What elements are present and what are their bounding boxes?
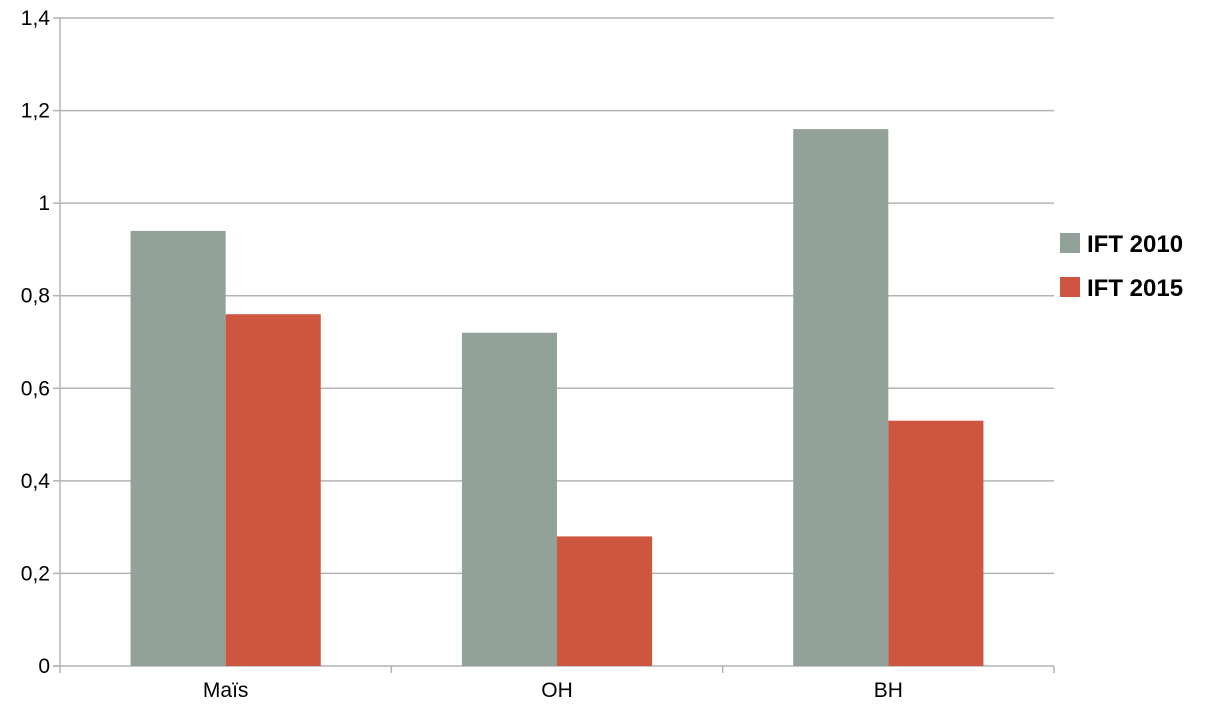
y-tick-label: 0,2 bbox=[21, 562, 50, 585]
bar-ift-2010-2 bbox=[793, 129, 889, 667]
x-axis-tick-labels: Maïs OH BH bbox=[203, 679, 903, 702]
y-tick-label: 0,6 bbox=[21, 377, 50, 400]
x-tick-label: BH bbox=[874, 679, 903, 702]
bar-ift-2010-1 bbox=[461, 332, 557, 666]
x-tick-label: Maïs bbox=[203, 679, 249, 702]
y-tick-label: 1,2 bbox=[21, 100, 50, 123]
bar-ift-2010-0 bbox=[130, 230, 226, 666]
y-tick-label: 1,4 bbox=[21, 7, 51, 30]
legend: IFT 2010 IFT 2015 bbox=[1060, 231, 1183, 302]
legend-swatch bbox=[1060, 233, 1080, 253]
legend-label: IFT 2015 bbox=[1087, 275, 1183, 302]
bar-ift-2015-1 bbox=[557, 536, 653, 666]
y-tick-label: 0,8 bbox=[21, 285, 50, 308]
bars bbox=[130, 129, 984, 667]
y-tick-label: 0,4 bbox=[21, 470, 51, 493]
y-tick-label: 0 bbox=[38, 655, 50, 678]
x-tick-label: OH bbox=[541, 679, 573, 702]
bar-ift-2015-0 bbox=[225, 314, 321, 666]
y-axis-tick-labels: 0 0,2 0,4 0,6 0,8 1 1,2 1,4 bbox=[21, 7, 51, 678]
legend-label: IFT 2010 bbox=[1087, 231, 1183, 258]
legend-swatch bbox=[1060, 277, 1080, 297]
bar-ift-2015-2 bbox=[888, 420, 984, 666]
y-tick-label: 1 bbox=[38, 192, 50, 215]
